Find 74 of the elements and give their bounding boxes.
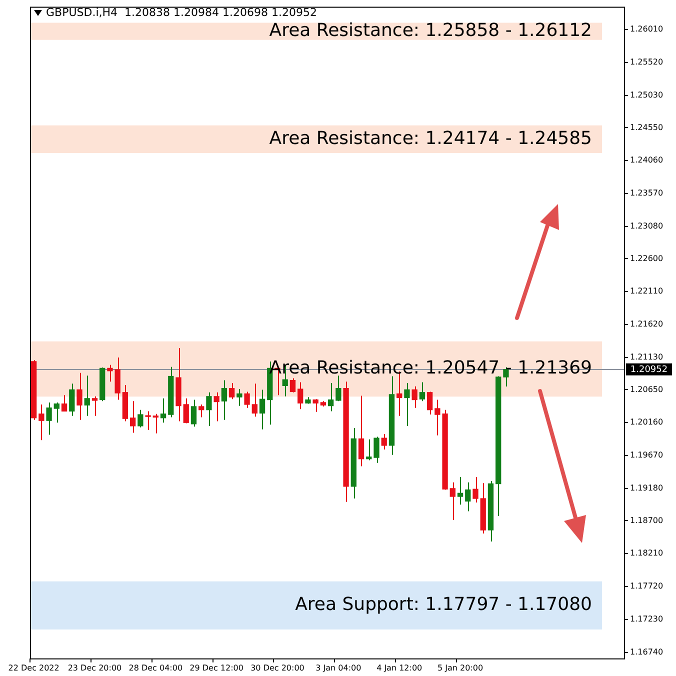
y-tick-label: 1.21620	[630, 320, 664, 329]
candlestick	[145, 410, 151, 431]
candlestick	[472, 476, 478, 504]
band-label: Area Resistance: 1.25858 - 1.26112	[269, 20, 592, 41]
y-tick-label: 1.17720	[630, 582, 664, 591]
candlestick	[92, 396, 98, 416]
y-tick-label: 1.22110	[630, 286, 664, 296]
x-tick-label: 22 Dec 2022	[8, 663, 60, 672]
x-tick-label: 23 Dec 20:00	[68, 663, 122, 672]
candlestick	[214, 392, 220, 422]
candlestick	[426, 391, 433, 416]
y-tick-label: 1.19180	[630, 484, 664, 493]
candlestick	[366, 438, 372, 461]
candlestick	[336, 375, 342, 402]
x-tick-label: 3 Jan 04:00	[316, 663, 362, 672]
y-tick-label: 1.19670	[630, 450, 664, 460]
y-tick-label: 1.18700	[630, 516, 664, 525]
candlestick	[298, 382, 304, 410]
band-label: Area Resistance: 1.24174 - 1.24585	[269, 128, 592, 149]
y-tick-label: 1.22600	[630, 254, 664, 263]
y-tick-label: 1.16740	[630, 647, 664, 656]
y-tick-label: 1.23570	[630, 188, 664, 198]
candlestick	[381, 434, 387, 450]
chart-title: GBPUSD.i,H4 1.20838 1.20984 1.20698 1.20952	[46, 6, 317, 19]
y-tick-label: 1.20650	[630, 384, 664, 394]
y-tick-label: 1.17230	[630, 614, 664, 624]
candlestick	[54, 402, 60, 424]
candlestick	[138, 409, 144, 428]
candlestick	[419, 382, 426, 402]
y-tick-label: 1.25030	[630, 90, 664, 100]
y-tick-label: 1.25520	[630, 58, 664, 67]
x-tick-label: 30 Dec 20:00	[250, 663, 304, 672]
x-tick-label: 28 Dec 04:00	[128, 663, 183, 672]
candlestick	[38, 404, 44, 441]
candlestick	[61, 394, 68, 412]
candlestick	[290, 378, 296, 393]
candlestick	[404, 382, 410, 426]
candlestick	[465, 482, 471, 512]
candlestick	[84, 375, 90, 416]
candlestick	[76, 372, 82, 420]
x-tick-label: 29 Dec 12:00	[190, 663, 244, 672]
candlestick	[412, 386, 418, 408]
candlestick	[160, 398, 166, 424]
y-tick-label: 1.24060	[630, 156, 664, 165]
y-tick-label: 1.24550	[630, 122, 664, 132]
candlestick	[228, 382, 235, 400]
y-tick-label: 1.26010	[630, 24, 664, 34]
y-tick-label: 1.20160	[630, 418, 664, 427]
candlestick	[198, 404, 204, 418]
candlestick	[312, 398, 318, 412]
candlestick	[358, 395, 364, 467]
candlestick	[328, 382, 334, 412]
candlestick	[130, 400, 136, 434]
candlestick	[252, 383, 258, 418]
y-tick-label: 1.23080	[630, 222, 664, 231]
y-tick-label: 1.18210	[630, 548, 664, 558]
y-tick-label: 1.21130	[630, 352, 664, 362]
band-label: Area Support: 1.17797 - 1.17080	[295, 594, 592, 616]
candlestick	[457, 476, 464, 506]
candlestick	[190, 399, 197, 428]
candlestick	[244, 391, 250, 408]
candlestick	[46, 402, 52, 436]
candlestick	[69, 383, 75, 416]
x-tick-label: 4 Jan 12:00	[376, 663, 422, 672]
x-tick-label: 5 Jan 20:00	[437, 663, 484, 672]
candlestick	[221, 380, 228, 420]
candlestick	[374, 436, 380, 464]
candlestick	[183, 398, 189, 424]
candlestick	[206, 392, 212, 426]
candlestick	[236, 388, 242, 406]
candlestick	[259, 389, 266, 430]
candlestick	[450, 482, 456, 521]
ref-line-label: 1.20952	[630, 364, 668, 375]
candlestick	[152, 413, 158, 434]
